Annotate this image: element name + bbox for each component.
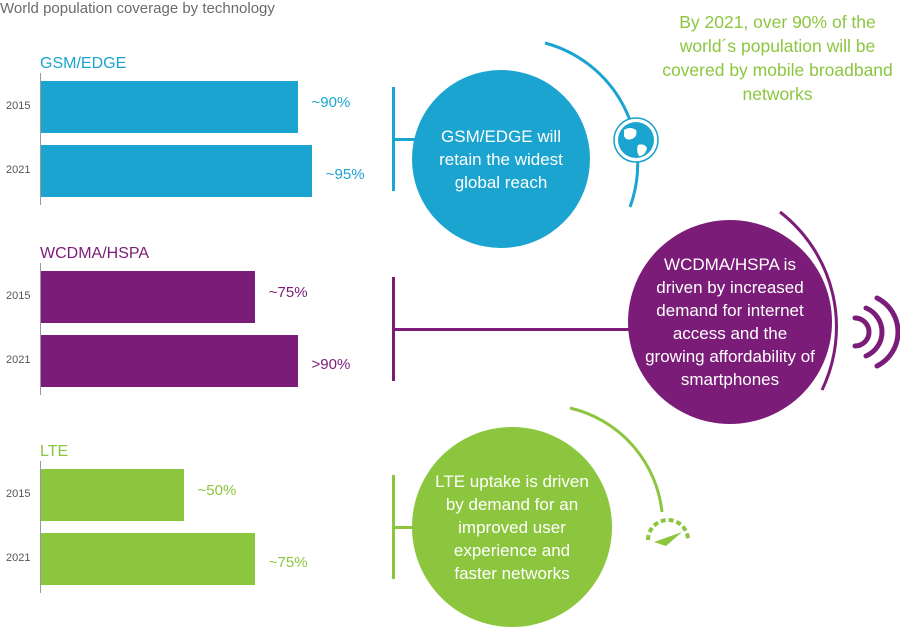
bar-lte-2021 bbox=[41, 533, 255, 585]
bar-value-label: ~90% bbox=[311, 94, 351, 111]
callout-text: By 2021, over 90% of the world´s populat… bbox=[662, 12, 893, 104]
axis-line bbox=[40, 73, 41, 205]
note-circle-wcdma: WCDMA/HSPA is driven by increased demand… bbox=[628, 220, 832, 424]
group-label-wcdma: WCDMA/HSPA bbox=[40, 245, 150, 262]
year-label: 2015 bbox=[6, 488, 31, 500]
year-label: 2015 bbox=[6, 290, 31, 302]
year-label: 2015 bbox=[6, 100, 31, 112]
axis-line bbox=[40, 263, 41, 395]
group-label-gsm: GSM/EDGE bbox=[40, 55, 127, 72]
bracket-connector bbox=[392, 328, 632, 331]
bar-wcdma-2021 bbox=[41, 335, 298, 387]
bar-value-label: ~75% bbox=[268, 284, 308, 301]
note-text: WCDMA/HSPA is driven by increased demand… bbox=[645, 255, 815, 389]
bar-value-label: ~75% bbox=[268, 554, 308, 571]
note-text: LTE uptake is driven by demand for an im… bbox=[435, 471, 589, 583]
gsm-arc bbox=[544, 41, 640, 208]
lte-arc bbox=[569, 406, 664, 513]
bracket-connector bbox=[392, 526, 416, 529]
bar-value-label: ~50% bbox=[197, 482, 237, 499]
bar-gsm-2015 bbox=[41, 81, 298, 133]
bracket-connector bbox=[392, 138, 416, 141]
year-label: 2021 bbox=[6, 552, 31, 564]
bar-lte-2015 bbox=[41, 469, 184, 521]
axis-line bbox=[40, 461, 41, 593]
speedometer-icon bbox=[646, 518, 690, 546]
chart-title: World population coverage by technology bbox=[0, 0, 275, 17]
year-label: 2021 bbox=[6, 164, 31, 176]
signal-waves-icon bbox=[852, 295, 900, 369]
bar-value-label: ~95% bbox=[325, 166, 365, 183]
bar-gsm-2021 bbox=[41, 145, 312, 197]
wcdma-arc bbox=[779, 210, 838, 391]
note-circle-gsm: GSM/EDGE will retain the widest global r… bbox=[412, 70, 590, 248]
note-text: GSM/EDGE will retain the widest global r… bbox=[439, 126, 563, 192]
group-label-lte: LTE bbox=[40, 443, 69, 460]
globe-icon bbox=[613, 117, 659, 163]
year-label: 2021 bbox=[6, 354, 31, 366]
note-circle-lte: LTE uptake is driven by demand for an im… bbox=[412, 427, 612, 627]
bar-wcdma-2015 bbox=[41, 271, 255, 323]
bar-value-label: >90% bbox=[311, 356, 351, 373]
